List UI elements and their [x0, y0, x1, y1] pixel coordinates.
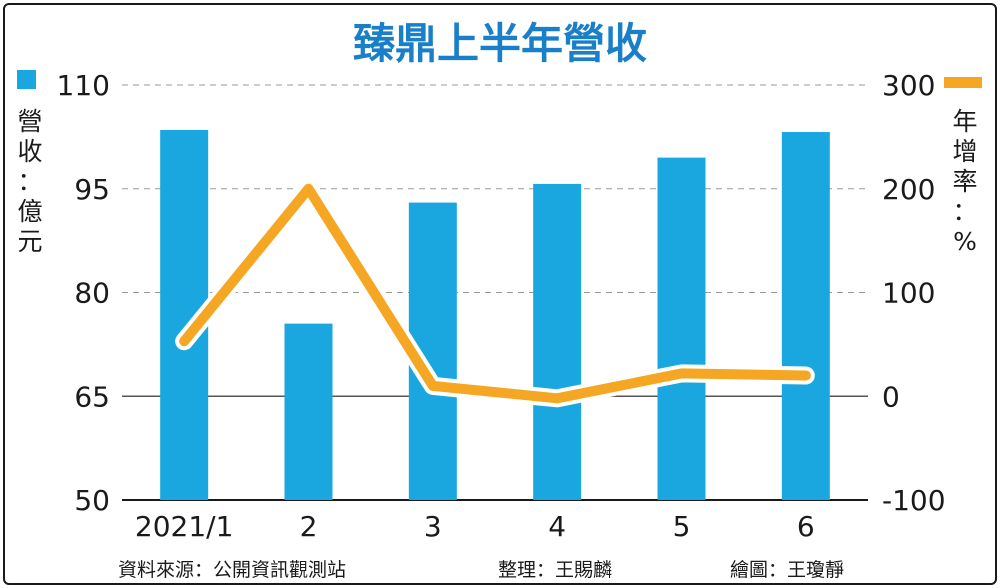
left-legend-swatch	[17, 70, 36, 89]
right-tick-label: 200	[882, 173, 935, 206]
left-tick-label: 80	[74, 277, 110, 310]
growth-line	[179, 183, 811, 404]
revenue-bar	[533, 183, 582, 501]
footer-source: 資料來源：公開資訊觀測站	[118, 559, 346, 581]
left-axis-ticks: 110 95 80 65 50	[57, 69, 110, 517]
footer-artist: 繪圖：王瓊靜	[730, 559, 844, 581]
growth-line-layer	[175, 179, 815, 408]
revenue-bar	[284, 323, 333, 500]
footer-editor: 整理：王賜麟	[498, 559, 612, 581]
right-tick-label: 0	[882, 380, 900, 413]
revenue-bar	[781, 132, 830, 501]
left-tick-label: 110	[57, 69, 110, 102]
revenue-bar	[657, 157, 706, 500]
x-tick-label: 2	[300, 510, 318, 543]
grid-lines	[122, 84, 868, 501]
left-axis-label: 營收：億元	[17, 107, 42, 256]
x-tick-label: 3	[424, 510, 442, 543]
right-legend-swatch	[944, 77, 982, 88]
chart-title: 臻鼎上半年營收	[353, 19, 647, 68]
x-tick-label: 6	[797, 510, 815, 543]
right-tick-label: -100	[882, 484, 946, 517]
x-tick-label: 2021/1	[135, 510, 234, 543]
right-tick-label: 100	[882, 277, 935, 310]
left-tick-label: 95	[74, 173, 110, 206]
x-tick-label: 4	[548, 510, 566, 543]
right-axis-label: 年增率：%	[952, 107, 977, 256]
left-tick-label: 50	[74, 484, 110, 517]
bars	[160, 129, 830, 501]
right-axis-ticks: 300 200 100 0 -100	[882, 69, 946, 517]
x-axis-ticks: 2021/1 2 3 4 5 6	[135, 510, 815, 543]
x-tick-label: 5	[673, 510, 691, 543]
right-tick-label: 300	[882, 69, 935, 102]
left-tick-label: 65	[74, 380, 110, 413]
